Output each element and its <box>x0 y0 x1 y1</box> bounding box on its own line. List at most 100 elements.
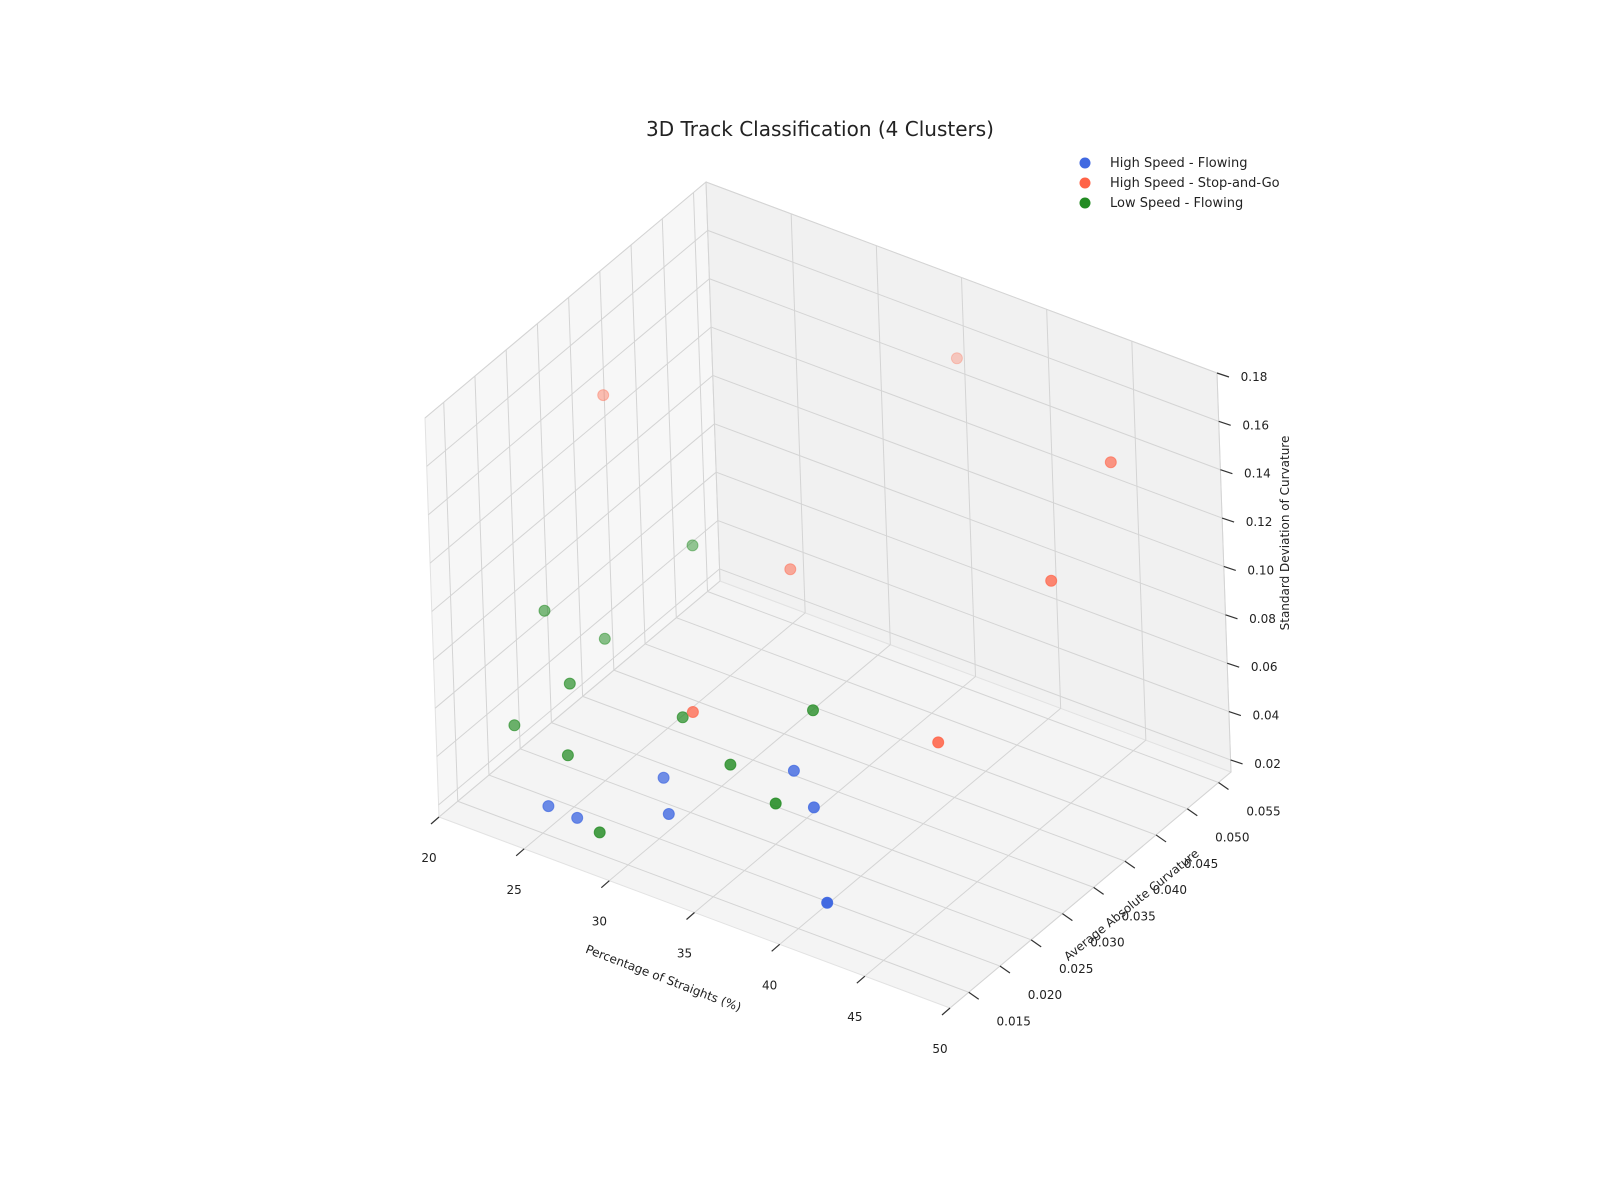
data-point <box>950 352 963 365</box>
gridline <box>864 739 1147 977</box>
data-point <box>686 539 699 552</box>
y-tick-mark <box>968 991 980 1000</box>
z-tick-label: 0.02 <box>1254 757 1281 771</box>
gridline <box>536 323 552 723</box>
gridline <box>433 423 715 661</box>
gridline <box>599 271 615 671</box>
y-tick-label: 0.055 <box>1246 804 1280 818</box>
data-point <box>821 896 834 909</box>
data-point <box>561 749 574 762</box>
z-tick-label: 0.12 <box>1246 515 1273 529</box>
gridline <box>457 800 969 993</box>
z-tick-mark <box>1218 420 1231 426</box>
gridline <box>693 192 709 592</box>
gridline <box>705 181 721 582</box>
x-tick-mark <box>515 848 525 857</box>
y-tick-label: 0.025 <box>1059 962 1093 976</box>
data-point <box>769 797 782 810</box>
gridline <box>705 181 1218 374</box>
gridline <box>949 771 1232 1009</box>
x-axis-label: Percentage of Straights (%) <box>584 942 743 1014</box>
data-point <box>784 563 797 576</box>
x-tick-mark <box>771 943 781 952</box>
gridline <box>438 580 721 818</box>
gridline <box>431 375 714 612</box>
y-tick-mark <box>1062 913 1073 922</box>
gridline <box>707 591 1219 783</box>
gridline <box>488 774 1001 967</box>
z-tick-label: 0.10 <box>1247 563 1274 577</box>
data-point <box>538 604 551 617</box>
gridline <box>551 722 1063 915</box>
z-tick-label: 0.04 <box>1253 709 1280 723</box>
z-tick-label: 0.16 <box>1242 418 1269 432</box>
x-tick-label: 50 <box>932 1042 947 1056</box>
y-tick-label: 0.030 <box>1090 936 1124 950</box>
legend-label: High Speed - Stop-and-Go <box>1110 176 1280 191</box>
gridline <box>676 617 1188 810</box>
gridline <box>644 643 1157 836</box>
gridline <box>568 297 584 697</box>
gridline <box>719 568 1231 761</box>
x-tick-label: 25 <box>507 883 522 897</box>
data-point <box>807 801 820 814</box>
data-point <box>598 632 611 645</box>
gridline <box>434 471 717 709</box>
y-tick-mark <box>1155 834 1167 843</box>
x-tick-label: 40 <box>762 978 777 992</box>
y-tick-mark <box>1186 808 1198 817</box>
y-tick-mark <box>1124 860 1136 869</box>
x-tick-label: 30 <box>592 915 607 929</box>
x-tick-label: 20 <box>421 851 436 865</box>
gridline <box>520 748 1032 941</box>
gridline <box>443 402 459 802</box>
y-tick-mark <box>1218 781 1229 790</box>
z-tick-mark <box>1216 372 1230 378</box>
gridline <box>613 669 1126 862</box>
y-tick-mark <box>1093 886 1104 895</box>
gridline <box>582 695 1094 888</box>
gridline <box>661 218 677 618</box>
x-tick-mark <box>686 912 695 920</box>
x-tick-mark <box>941 1007 951 1016</box>
data-point <box>724 758 737 771</box>
axes-panes <box>424 180 1232 1009</box>
x-tick-label: 45 <box>847 1010 862 1024</box>
gridline <box>709 278 1221 471</box>
chart-title: 3D Track Classification (4 Clusters) <box>646 117 994 141</box>
gridline <box>717 520 1230 713</box>
data-point <box>807 704 819 717</box>
x-tick-mark <box>600 880 610 889</box>
gridline <box>710 326 1223 519</box>
legend-label: Low Speed - Flowing <box>1110 196 1243 211</box>
data-point <box>676 711 689 724</box>
data-point <box>1104 456 1117 469</box>
gridline <box>424 181 707 419</box>
y-tick-label: 0.020 <box>1028 988 1062 1002</box>
axes-gridlines <box>424 181 1232 1009</box>
data-point <box>542 800 555 813</box>
z-tick-label: 0.18 <box>1241 370 1268 384</box>
z-tick-mark <box>1225 614 1238 620</box>
gridline <box>961 277 976 677</box>
z-tick-mark <box>1221 517 1235 523</box>
y-tick-label: 0.040 <box>1153 883 1187 897</box>
y-tick-label: 0.015 <box>997 1014 1031 1028</box>
data-point <box>593 826 606 839</box>
data-point <box>1045 574 1058 587</box>
y-tick-label: 0.035 <box>1121 909 1155 923</box>
data-point <box>571 811 584 824</box>
gridline <box>875 245 891 645</box>
gridline <box>429 326 712 564</box>
gridline <box>438 568 720 806</box>
data-point <box>657 771 670 784</box>
gridline <box>428 278 710 516</box>
x-tick-mark <box>856 975 866 984</box>
z-tick-label: 0.06 <box>1251 660 1278 674</box>
gridline <box>426 229 709 467</box>
axis-ticks: 20 25 30 35 40 45 50 0.015 0.020 0.025 0.030 0.035 0… <box>421 370 1281 1056</box>
z-axis-label: Standard Deviation of Curvature <box>1278 436 1292 631</box>
gridline <box>707 229 1219 422</box>
gridline <box>505 349 521 749</box>
